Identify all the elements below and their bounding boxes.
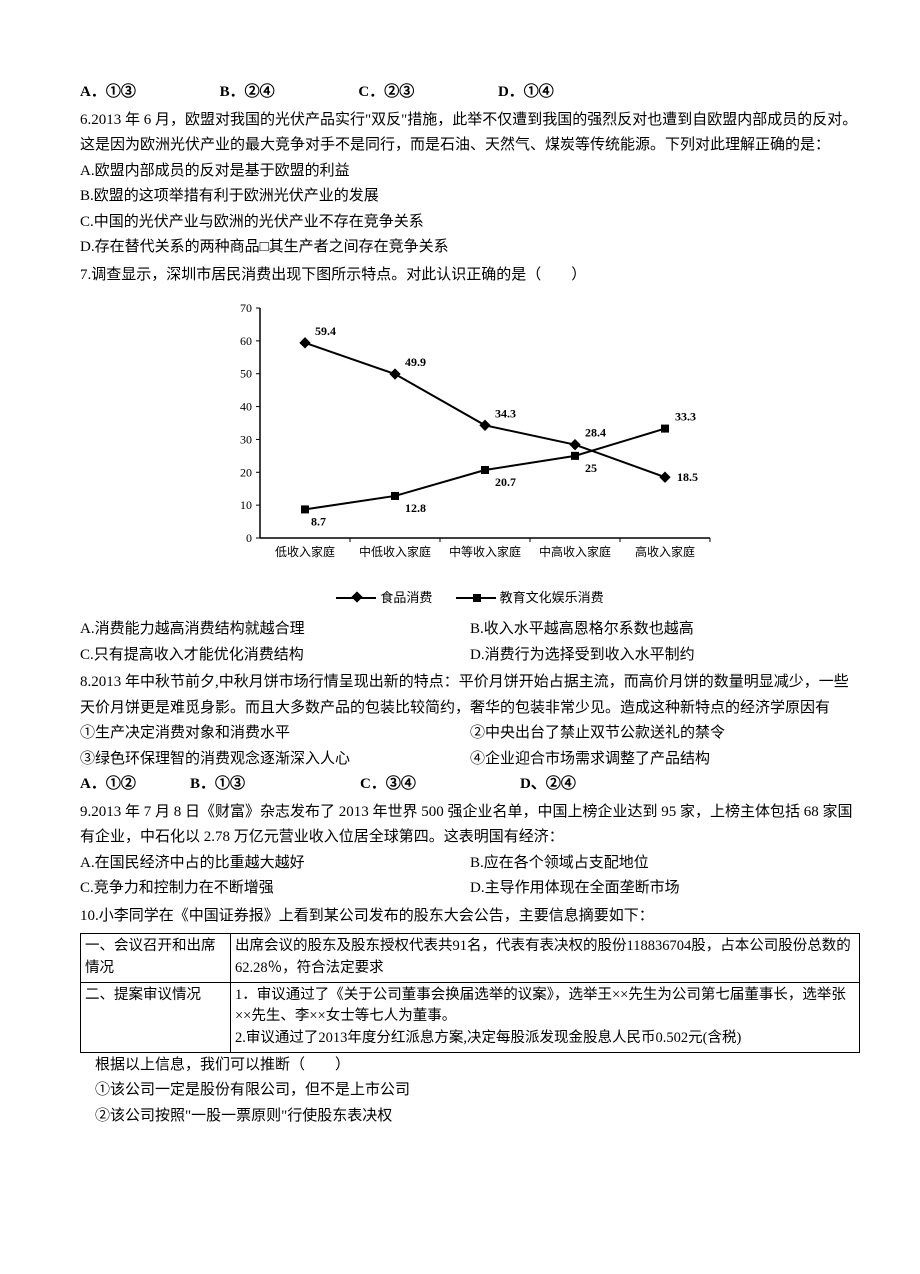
q6: 6.2013 年 6 月，欧盟对我国的光伏产品实行"双反"措施，此举不仅遭到我国… [80,108,860,261]
svg-text:49.9: 49.9 [405,355,426,369]
svg-text:50: 50 [240,367,252,381]
svg-text:10: 10 [240,498,252,512]
q10: 10.小李同学在《中国证券报》上看到某公司发布的股东大会公告，主要信息摘要如下：… [80,904,860,1130]
q5-opt-a: A．①③ [80,80,136,106]
q5-opt-c: C．②③ [358,80,414,106]
q7: 7.调查显示，深圳市居民消费出现下图所示特点。对此认识正确的是（ ） [80,263,860,289]
q8-stem: 8.2013 年中秋节前夕,中秋月饼市场行情呈现出新的特点：平价月饼开始占据主流… [80,670,860,721]
svg-text:28.4: 28.4 [585,426,606,440]
q8: 8.2013 年中秋节前夕,中秋月饼市场行情呈现出新的特点：平价月饼开始占据主流… [80,670,860,798]
svg-text:20.7: 20.7 [495,475,516,489]
svg-text:20: 20 [240,465,252,479]
q8-opt-d: D、②④ [520,772,640,798]
q6-opt-d: D.存在替代关系的两种商品□其生产者之间存在竞争关系 [80,235,860,261]
q8-options: A．①② B．①③ C．③④ D、②④ [80,772,860,798]
q10-r1c2: 出席会议的股东及股东授权代表共91名，代表有表决权的股份118836704股，占… [231,934,860,983]
legend-series-2: 教育文化娱乐消费 [456,587,604,609]
svg-text:30: 30 [240,432,252,446]
q8-s1: ①生产决定消费对象和消费水平 [80,721,470,747]
svg-text:60: 60 [240,334,252,348]
q6-opt-c: C.中国的光伏产业与欧洲的光伏产业不存在竞争关系 [80,210,860,236]
q8-s3: ③绿色环保理智的消费观念逐渐深入人心 [80,747,470,773]
svg-text:中高收入家庭: 中高收入家庭 [539,544,611,559]
svg-text:高收入家庭: 高收入家庭 [635,544,695,559]
q6-opt-a: A.欧盟内部成员的反对是基于欧盟的利益 [80,159,860,185]
q8-opt-c: C．③④ [360,772,520,798]
q10-followup: 根据以上信息，我们可以推断（ ） [80,1053,860,1079]
svg-text:低收入家庭: 低收入家庭 [275,544,335,559]
svg-text:0: 0 [246,531,252,545]
q9-opt-a: A.在国民经济中占的比重越大越好 [80,851,470,877]
q9-stem: 9.2013 年 7 月 8 日《财富》杂志发布了 2013 年世界 500 强… [80,800,860,851]
svg-text:34.3: 34.3 [495,406,516,420]
legend-series-1: 食品消费 [336,587,432,609]
q7-opt-a: A.消费能力越高消费结构就越合理 [80,617,470,643]
svg-text:8.7: 8.7 [311,514,326,528]
q7-opt-c: C.只有提高收入才能优化消费结构 [80,643,470,669]
q7-options: A.消费能力越高消费结构就越合理 B.收入水平越高恩格尔系数也越高 [80,617,860,643]
legend-label-2: 教育文化娱乐消费 [500,587,604,609]
svg-text:40: 40 [240,400,252,414]
svg-text:中低收入家庭: 中低收入家庭 [359,544,431,559]
chart-svg: 0 10 20 30 40 50 60 70 低收入家庭 中低收入家庭 中等收入家庭 中高收入家庭 高收… [210,298,730,578]
q8-opt-a: A．①② [80,772,190,798]
q10-stem: 10.小李同学在《中国证券报》上看到某公司发布的股东大会公告，主要信息摘要如下： [80,904,860,930]
svg-text:25: 25 [585,461,597,475]
square-icon [456,597,496,599]
chart-legend: 食品消费 教育文化娱乐消费 [80,584,860,609]
legend-label-1: 食品消费 [380,587,432,609]
q9-opt-c: C.竞争力和控制力在不断增强 [80,876,470,902]
q9-opt-b: B.应在各个领域占支配地位 [470,851,860,877]
svg-text:中等收入家庭: 中等收入家庭 [449,544,521,559]
svg-text:18.5: 18.5 [677,470,698,484]
q10-r2c1: 二、提案审议情况 [81,982,231,1052]
q10-table: 一、会议召开和出席情况 出席会议的股东及股东授权代表共91名，代表有表决权的股份… [80,933,860,1053]
q9-opt-d: D.主导作用体现在全面垄断市场 [470,876,860,902]
q8-s4: ④企业迎合市场需求调整了产品结构 [470,747,860,773]
q10-s1: ①该公司一定是股份有限公司，但不是上市公司 [80,1078,860,1104]
q10-r2c2: 1．审议通过了《关于公司董事会换届选举的议案》，选举王××先生为公司第七届董事长… [231,982,860,1052]
q9: 9.2013 年 7 月 8 日《财富》杂志发布了 2013 年世界 500 强… [80,800,860,902]
svg-text:59.4: 59.4 [315,324,336,338]
q5-opt-b: B．②④ [220,80,275,106]
q7-options-row2: C.只有提高收入才能优化消费结构 D.消费行为选择受到收入水平制约 [80,643,860,669]
q10-s2: ②该公司按照"一股一票原则"行使股东表决权 [80,1104,860,1130]
svg-text:12.8: 12.8 [405,501,426,515]
svg-text:70: 70 [240,301,252,315]
q8-s2: ②中央出台了禁止双节公款送礼的禁令 [470,721,860,747]
q5-options: A．①③ B．②④ C．②③ D．①④ [80,80,860,106]
table-row: 一、会议召开和出席情况 出席会议的股东及股东授权代表共91名，代表有表决权的股份… [81,934,860,983]
consumption-chart: 0 10 20 30 40 50 60 70 低收入家庭 中低收入家庭 中等收入家庭 中高收入家庭 高收… [210,298,730,578]
q8-opt-b: B．①③ [190,772,360,798]
svg-text:33.3: 33.3 [675,410,696,424]
diamond-icon [336,597,376,599]
q10-r1c1: 一、会议召开和出席情况 [81,934,231,983]
table-row: 二、提案审议情况 1．审议通过了《关于公司董事会换届选举的议案》，选举王××先生… [81,982,860,1052]
q5-opt-d: D．①④ [498,80,554,106]
q7-stem: 7.调查显示，深圳市居民消费出现下图所示特点。对此认识正确的是（ ） [80,263,860,289]
q6-stem: 6.2013 年 6 月，欧盟对我国的光伏产品实行"双反"措施，此举不仅遭到我国… [80,108,860,159]
q6-opt-b: B.欧盟的这项举措有利于欧洲光伏产业的发展 [80,184,860,210]
q7-opt-b: B.收入水平越高恩格尔系数也越高 [470,617,860,643]
q7-opt-d: D.消费行为选择受到收入水平制约 [470,643,860,669]
